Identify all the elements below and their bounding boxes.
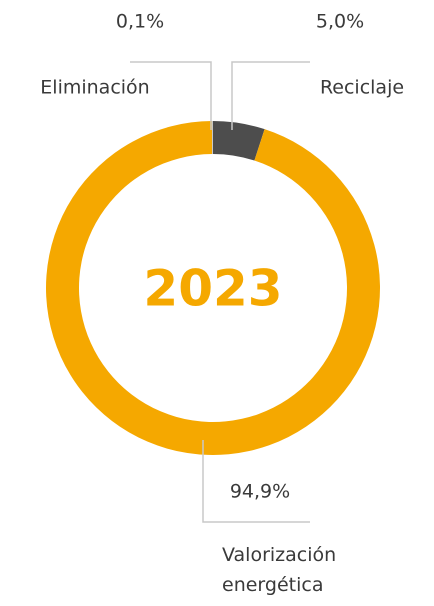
value-label: 5,0%	[316, 11, 364, 33]
leader-line	[231, 61, 310, 130]
leader-line	[130, 61, 212, 130]
value-label: 0,1%	[116, 11, 164, 33]
donut-slice	[211, 121, 213, 155]
center-label: 2023	[143, 260, 282, 318]
leader-line	[202, 440, 310, 523]
category-label: Eliminación	[40, 77, 149, 99]
value-label: 94,9%	[230, 481, 290, 503]
category-label: Valorización energética	[222, 544, 337, 596]
category-label: Reciclaje	[320, 77, 404, 99]
donut-slice	[213, 121, 265, 161]
